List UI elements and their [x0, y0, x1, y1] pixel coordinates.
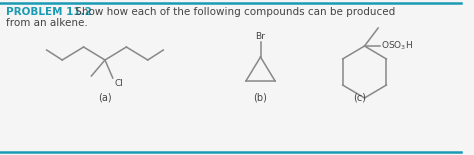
Text: (c): (c) [353, 93, 366, 103]
Text: (a): (a) [98, 93, 112, 103]
Text: PROBLEM 11.2: PROBLEM 11.2 [6, 7, 91, 17]
Text: Cl: Cl [115, 79, 124, 88]
Text: from an alkene.: from an alkene. [6, 18, 88, 28]
Text: Br: Br [255, 32, 265, 41]
Text: Show how each of the following compounds can be produced: Show how each of the following compounds… [72, 7, 395, 17]
Text: OSO$_3$H: OSO$_3$H [381, 40, 413, 52]
Text: (b): (b) [254, 93, 267, 103]
